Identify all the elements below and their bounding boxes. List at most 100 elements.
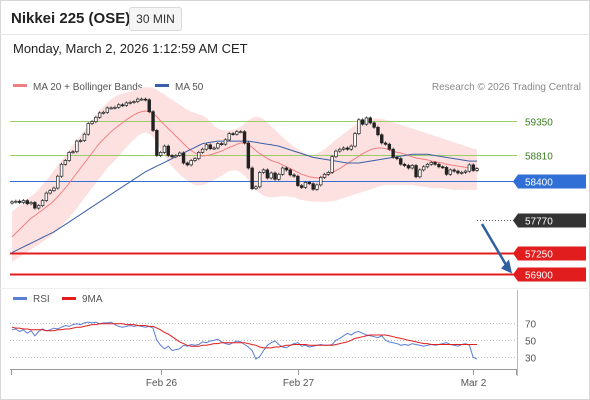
candle (231, 133, 235, 135)
candle (158, 152, 163, 156)
candle (277, 173, 281, 180)
candle (63, 160, 68, 165)
candle (296, 175, 300, 186)
candle (21, 200, 26, 203)
candle (117, 104, 121, 108)
candle (475, 168, 479, 171)
candle (258, 172, 262, 188)
candle (166, 145, 170, 156)
candle (40, 200, 45, 206)
candle (463, 170, 468, 173)
candle (261, 169, 266, 173)
candle (223, 139, 228, 145)
candle (250, 167, 254, 190)
rsi-tick-30: 30 (525, 354, 537, 365)
candle (467, 164, 472, 172)
candle (36, 205, 41, 209)
timeframe-button[interactable]: 30 MIN (129, 7, 182, 31)
candle (437, 163, 441, 168)
candle (319, 177, 323, 186)
candle (75, 140, 79, 153)
candle (357, 119, 361, 134)
candle (174, 155, 178, 158)
candle (59, 163, 64, 177)
bollinger-band-fill (12, 87, 477, 262)
candle (380, 134, 384, 144)
price-legend: MA 20 + Bollinger Bands MA 50 Research ©… (13, 82, 581, 93)
candle (29, 202, 33, 205)
candle (86, 123, 90, 135)
level-label-57770: 57770 (525, 217, 553, 228)
candle (334, 150, 338, 158)
candle (471, 164, 475, 171)
candle (414, 165, 418, 178)
candle (197, 152, 201, 160)
candle (338, 148, 342, 152)
candle (120, 104, 125, 107)
candle (200, 148, 205, 153)
last-tag-57770 (513, 213, 586, 228)
pivot-tag-58400 (513, 174, 586, 189)
support-tag-56900 (513, 267, 586, 282)
support-tag-57250 (513, 246, 586, 261)
candle (151, 111, 155, 131)
candle (97, 112, 102, 118)
candle (48, 190, 52, 194)
candle (402, 163, 407, 166)
candle (139, 98, 144, 101)
candle (246, 142, 251, 169)
candle (353, 133, 357, 147)
x-tick-label-0: Feb 26 (146, 378, 178, 389)
candle (82, 133, 87, 141)
candle (410, 165, 414, 169)
rsi-tick-50: 50 (525, 337, 537, 348)
candle (67, 152, 71, 161)
level-label-58810: 58810 (525, 152, 553, 163)
candle (292, 174, 296, 177)
candle (185, 162, 190, 166)
candle (128, 101, 132, 104)
candle (360, 119, 365, 125)
instrument-title: Nikkei 225 (OSE) (11, 10, 131, 27)
candle (315, 184, 319, 190)
candle (178, 152, 182, 156)
candle (421, 166, 426, 171)
candle (136, 98, 140, 102)
candle (326, 172, 331, 175)
candle (10, 201, 14, 204)
candle (303, 182, 308, 188)
x-tick-label-2: Mar 2 (461, 378, 487, 389)
candle (44, 192, 49, 201)
candle (78, 140, 83, 142)
ma50-legend-label: MA 50 (175, 82, 204, 93)
candle (105, 107, 110, 113)
rsi-swatch (13, 297, 27, 300)
candle (433, 162, 437, 165)
candle (269, 172, 273, 179)
candle (90, 121, 94, 124)
rsi-legend: RSI 9MA (13, 294, 103, 305)
rsi-line (11, 321, 478, 360)
candle (284, 167, 289, 171)
candle (212, 147, 216, 150)
header: Nikkei 225 (OSE) 30 MIN (0, 0, 590, 34)
credit-label: Research © 2026 Trading Central (432, 82, 581, 93)
candle (101, 111, 106, 114)
candle (341, 147, 346, 150)
candle (219, 143, 224, 145)
candle (311, 183, 315, 190)
candle (391, 148, 395, 158)
candle (372, 122, 376, 128)
candle (33, 202, 37, 209)
candle (399, 158, 403, 165)
arrow-head (501, 259, 512, 274)
candle (307, 182, 312, 185)
candle (235, 131, 239, 135)
candle (441, 166, 445, 169)
candle (265, 169, 270, 179)
level-label-58400: 58400 (525, 178, 553, 189)
candle (181, 152, 186, 164)
ma20-swatch (13, 84, 27, 87)
candle (227, 133, 231, 141)
